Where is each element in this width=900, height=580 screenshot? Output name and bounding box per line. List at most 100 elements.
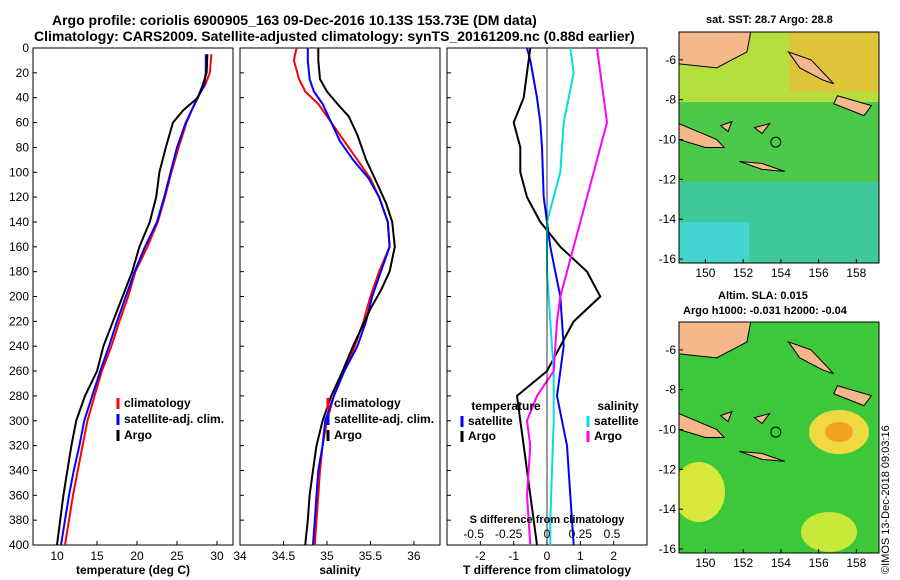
- x-tick-label-salinity: 35: [320, 549, 334, 563]
- map-lon-label: 152: [733, 556, 753, 570]
- land-new-guinea: [679, 123, 726, 148]
- y-tick-label-temperature: 240: [9, 339, 29, 353]
- plot-frame-temperature: [32, 47, 234, 546]
- y-tick-label-temperature: 280: [9, 389, 29, 403]
- legend-title-salinity: salinity: [597, 399, 639, 413]
- legend-label-temperature: climatology: [124, 396, 191, 410]
- legend-title-temperature: temperature: [471, 399, 541, 413]
- map-lon-label: 156: [809, 556, 829, 570]
- plot-frame-salinity: [239, 47, 441, 546]
- legend-label-salinity: climatology: [334, 396, 401, 410]
- x-tick-label-difference: 2: [610, 549, 617, 563]
- y-tick-label-temperature: 200: [9, 290, 29, 304]
- land-islet-2: [753, 122, 771, 135]
- figure-title-line-2: Climatology: CARS2009. Satellite-adjuste…: [34, 28, 635, 44]
- sst-map-title: sat. SST: 28.7 Argo: 28.8: [706, 14, 833, 26]
- y-tick-label-temperature: 140: [9, 215, 29, 229]
- y-tick-label-temperature: 80: [16, 140, 30, 154]
- land-solomon-islands: [833, 385, 873, 407]
- sla-map-title-1: Altim. SLA: 0.015: [718, 290, 808, 302]
- x-tick-label-salinity: 36: [407, 549, 421, 563]
- legend-label-s-diff: Argo: [594, 429, 622, 443]
- argo-float-marker: [770, 426, 782, 438]
- series-line-satellite-adj-clim-: [306, 48, 391, 546]
- series-line-argo: [56, 54, 209, 546]
- map-lon-label: 158: [846, 266, 866, 280]
- sla-high-3: [801, 512, 857, 552]
- land-bougainville: [787, 50, 835, 85]
- map-lat-label: -8: [665, 383, 676, 397]
- x-tick-label-temperature: 15: [90, 549, 104, 563]
- secondary-x-tick-label: -0.25: [495, 527, 523, 541]
- x-axis-label-temperature: temperature (deg C): [76, 563, 190, 577]
- series-line-climatology: [64, 54, 213, 546]
- sst-cool-patch: [679, 222, 749, 262]
- x-tick-label-temperature: 20: [130, 549, 144, 563]
- land-solomon-islands: [833, 95, 873, 117]
- map-lat-label: -16: [659, 542, 677, 556]
- map-lat-label: -12: [659, 462, 677, 476]
- map-lon-label: 158: [846, 556, 866, 570]
- secondary-x-tick-label: 0.5: [604, 527, 621, 541]
- y-tick-label-temperature: 260: [9, 364, 29, 378]
- y-tick-label-temperature: 100: [9, 165, 29, 179]
- y-tick-label-temperature: 0: [22, 41, 29, 55]
- map-lat-label: -16: [659, 252, 677, 266]
- series-line-satellite-adj-clim-: [60, 54, 207, 546]
- map-lat-label: -12: [659, 172, 677, 186]
- y-tick-label-temperature: 60: [16, 116, 30, 130]
- series-line-s-argo: [525, 47, 609, 546]
- series-line-argo: [304, 48, 396, 546]
- x-tick-label-salinity: 34: [233, 549, 247, 563]
- sla-map-title-2: Argo h1000: -0.031 h2000: -0.04: [683, 305, 847, 317]
- y-tick-label-temperature: 340: [9, 463, 29, 477]
- y-tick-label-temperature: 120: [9, 190, 29, 204]
- y-tick-label-temperature: 40: [16, 91, 30, 105]
- argo-float-marker: [770, 136, 782, 148]
- y-tick-label-temperature: 320: [9, 439, 29, 453]
- y-tick-label-temperature: 160: [9, 240, 29, 254]
- secondary-x-label: S difference from climatology: [470, 514, 626, 526]
- land-new-britain: [679, 32, 752, 69]
- secondary-x-tick-label: -0.5: [463, 527, 484, 541]
- land-louisiade: [739, 160, 785, 172]
- series-line-t-satellite: [526, 47, 575, 546]
- x-tick-label-salinity: 35.5: [359, 549, 383, 563]
- land-islet-1: [719, 120, 733, 133]
- y-tick-label-temperature: 220: [9, 314, 29, 328]
- map-lon-label: 152: [733, 266, 753, 280]
- sla-high-core: [825, 422, 853, 442]
- sst-map-frame: [678, 31, 880, 264]
- legend-label-temperature: satellite-adj. clim.: [124, 412, 224, 426]
- legend-label-salinity: satellite-adj. clim.: [334, 412, 434, 426]
- map-lat-label: -6: [665, 53, 676, 67]
- x-tick-label-temperature: 10: [50, 549, 64, 563]
- sst-map: [678, 31, 880, 264]
- legend-label-s-diff: satellite: [594, 414, 639, 428]
- y-tick-label-temperature: 300: [9, 414, 29, 428]
- secondary-x-tick-label: 0: [544, 527, 551, 541]
- legend-label-temperature: Argo: [124, 428, 152, 442]
- legend-label-t-diff: satellite: [468, 414, 513, 428]
- series-line-climatology: [292, 47, 391, 546]
- sla-map-frame: [678, 321, 880, 554]
- x-tick-label-difference: 1: [577, 549, 584, 563]
- x-tick-label-difference: -1: [508, 549, 519, 563]
- secondary-x-tick-label: 0.25: [569, 527, 593, 541]
- y-tick-label-temperature: 360: [9, 488, 29, 502]
- land-new-britain: [679, 322, 752, 359]
- map-lat-label: -10: [659, 133, 677, 147]
- map-lon-label: 156: [809, 266, 829, 280]
- land-islet-1: [719, 410, 733, 423]
- land-islet-2: [753, 412, 771, 425]
- x-tick-label-difference: -2: [475, 549, 486, 563]
- x-axis-label-difference: T difference from climatology: [463, 563, 631, 577]
- series-line-s-satellite: [546, 47, 575, 545]
- sla-map: [678, 321, 880, 554]
- y-tick-label-temperature: 20: [16, 66, 30, 80]
- x-axis-label-salinity: salinity: [319, 563, 361, 577]
- x-tick-label-temperature: 25: [170, 549, 184, 563]
- map-lat-label: -8: [665, 93, 676, 107]
- figure-title-line-1: Argo profile: coriolis 6900905_163 09-De…: [52, 12, 537, 28]
- map-lat-label: -14: [659, 502, 677, 516]
